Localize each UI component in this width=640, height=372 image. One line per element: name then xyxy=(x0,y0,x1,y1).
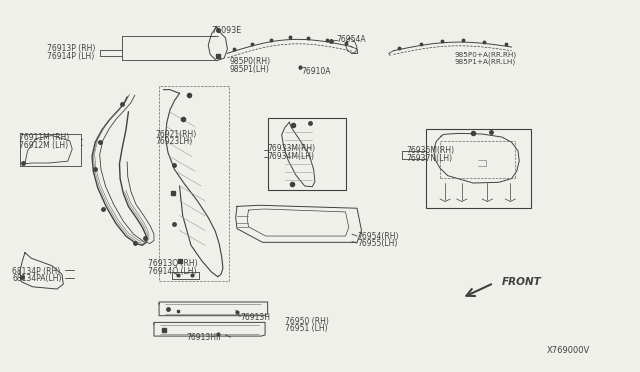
Bar xyxy=(159,86,229,280)
Text: 76911M (RH): 76911M (RH) xyxy=(19,133,69,142)
Text: 76912M (LH): 76912M (LH) xyxy=(19,141,68,150)
Text: 985P0(RH): 985P0(RH) xyxy=(229,57,271,66)
Text: 76937N(LH): 76937N(LH) xyxy=(406,154,452,163)
Text: 76954A: 76954A xyxy=(337,35,366,44)
Text: X769000V: X769000V xyxy=(547,346,590,355)
Text: 76914P (LH): 76914P (LH) xyxy=(47,52,94,61)
Text: 76913H: 76913H xyxy=(240,313,270,322)
Text: 76933M(RH): 76933M(RH) xyxy=(268,144,316,153)
Text: 76910A: 76910A xyxy=(301,67,330,76)
Text: 68134PA(LH): 68134PA(LH) xyxy=(12,274,61,283)
Text: 76955(LH): 76955(LH) xyxy=(357,239,397,248)
Text: 76913Q (RH): 76913Q (RH) xyxy=(148,259,197,268)
Text: 76934M(LH): 76934M(LH) xyxy=(268,152,315,161)
Text: 985P0+A(RR.RH): 985P0+A(RR.RH) xyxy=(454,51,516,58)
Text: 76093E: 76093E xyxy=(211,26,242,35)
Text: 76921(RH): 76921(RH) xyxy=(156,129,196,139)
Text: 76954(RH): 76954(RH) xyxy=(357,231,399,241)
Text: 76950 (RH): 76950 (RH) xyxy=(285,317,329,326)
Bar xyxy=(20,134,81,166)
Text: 76951 (LH): 76951 (LH) xyxy=(285,324,328,333)
Text: 985P1(LH): 985P1(LH) xyxy=(229,65,269,74)
Text: 68134P (RH): 68134P (RH) xyxy=(12,267,60,276)
Text: 76913HII: 76913HII xyxy=(186,333,220,343)
Text: 76914Q (LH): 76914Q (LH) xyxy=(148,267,196,276)
Text: 985P1+A(RR.LH): 985P1+A(RR.LH) xyxy=(454,59,515,65)
Text: 76923LH): 76923LH) xyxy=(156,137,193,146)
Bar xyxy=(268,118,346,190)
Text: 76936M(RH): 76936M(RH) xyxy=(406,146,454,155)
Text: 76913P (RH): 76913P (RH) xyxy=(47,44,95,53)
Bar xyxy=(426,129,531,208)
Text: FRONT: FRONT xyxy=(502,278,541,287)
